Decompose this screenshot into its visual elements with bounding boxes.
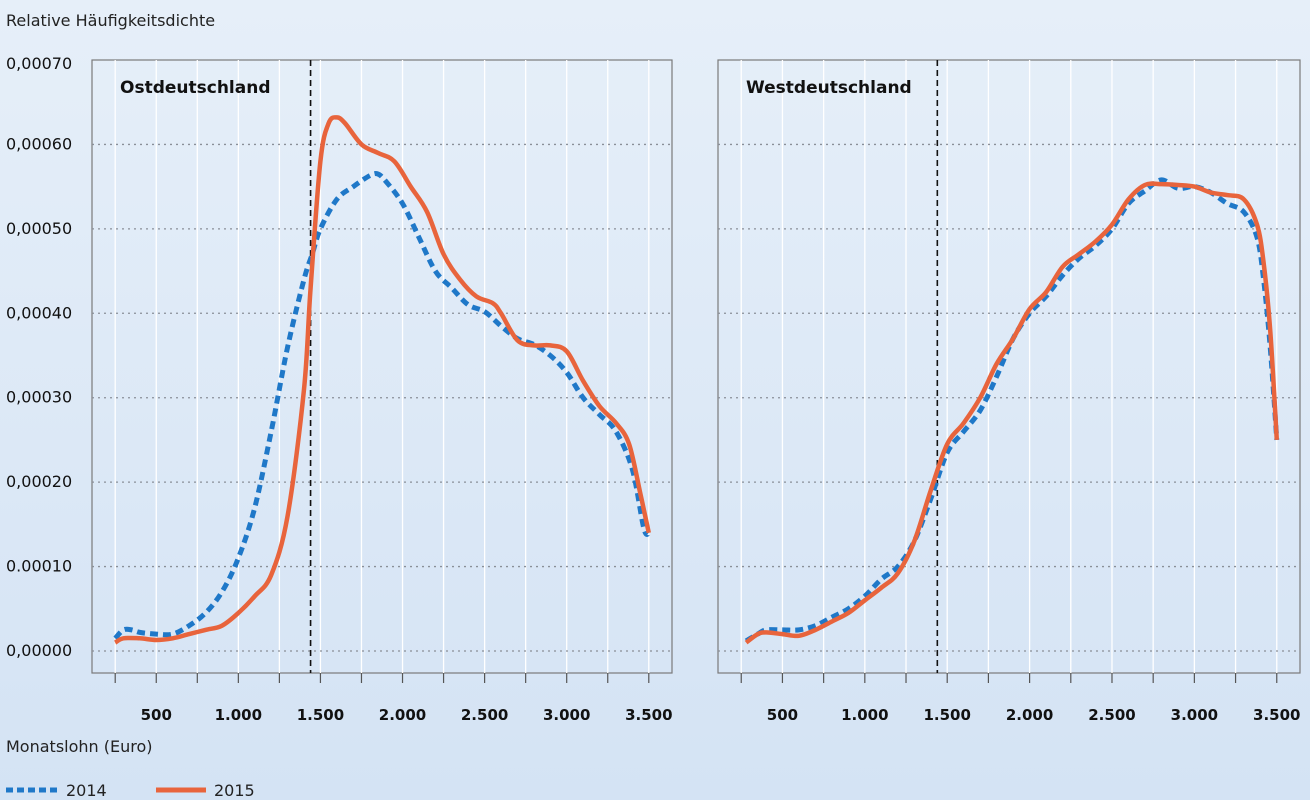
panel-westdeutschland: 500 1.000 1.500 2.000 2.500 3.000 3.500 Westdeu… [717, 59, 1301, 724]
x-tick-label: 1.000 [215, 706, 262, 724]
legend: 2014 2015 [6, 781, 255, 800]
legend-label-2014: 2014 [66, 781, 107, 800]
series-line-2014 [113, 171, 652, 641]
y-tick-label: 0.00010 [6, 557, 72, 576]
x-tick-label: 2.500 [461, 706, 508, 724]
x-tick-label: 2.500 [1088, 706, 1135, 724]
y-tick-label: 0,00030 [6, 388, 72, 407]
y-tick-label: 0,00070 [6, 54, 72, 73]
x-tick-label: 2.000 [379, 706, 426, 724]
x-tick-label: 3.500 [1253, 706, 1300, 724]
x-axis-title: Monatslohn (Euro) [6, 737, 153, 756]
x-tick-label: 3.000 [1171, 706, 1218, 724]
y-tick-label: 0,00060 [6, 134, 72, 153]
x-tick-label: 1.500 [923, 706, 970, 724]
x-tick-label: 1.500 [297, 706, 344, 724]
y-tick-label: 0,00050 [6, 219, 72, 238]
panel-title: Ostdeutschland [120, 78, 271, 98]
panel-title: Westdeutschland [746, 78, 912, 98]
x-tick-label: 3.000 [543, 706, 590, 724]
y-tick-label: 0,00020 [6, 472, 72, 491]
series-line-2014 [744, 177, 1280, 644]
x-tick-label: 3.500 [625, 706, 672, 724]
y-tick-label: 0,00040 [6, 303, 72, 322]
series-line-2015 [114, 115, 651, 645]
x-tick-label: 500 [141, 706, 172, 724]
legend-label-2015: 2015 [214, 781, 255, 800]
y-axis-title: Relative Häufigkeitsdichte [6, 11, 215, 30]
x-tick-label: 500 [767, 706, 798, 724]
series-line-2015 [744, 181, 1280, 645]
y-tick-label: 0,00000 [6, 641, 72, 660]
panel-ostdeutschland: 0,00000 0.00010 0,00020 0,00030 0,00040 0,000… [6, 54, 673, 724]
x-tick-label: 2.000 [1006, 706, 1053, 724]
plot-frame [717, 59, 1301, 674]
x-tick-label: 1.000 [841, 706, 888, 724]
plot-frame [91, 59, 673, 674]
